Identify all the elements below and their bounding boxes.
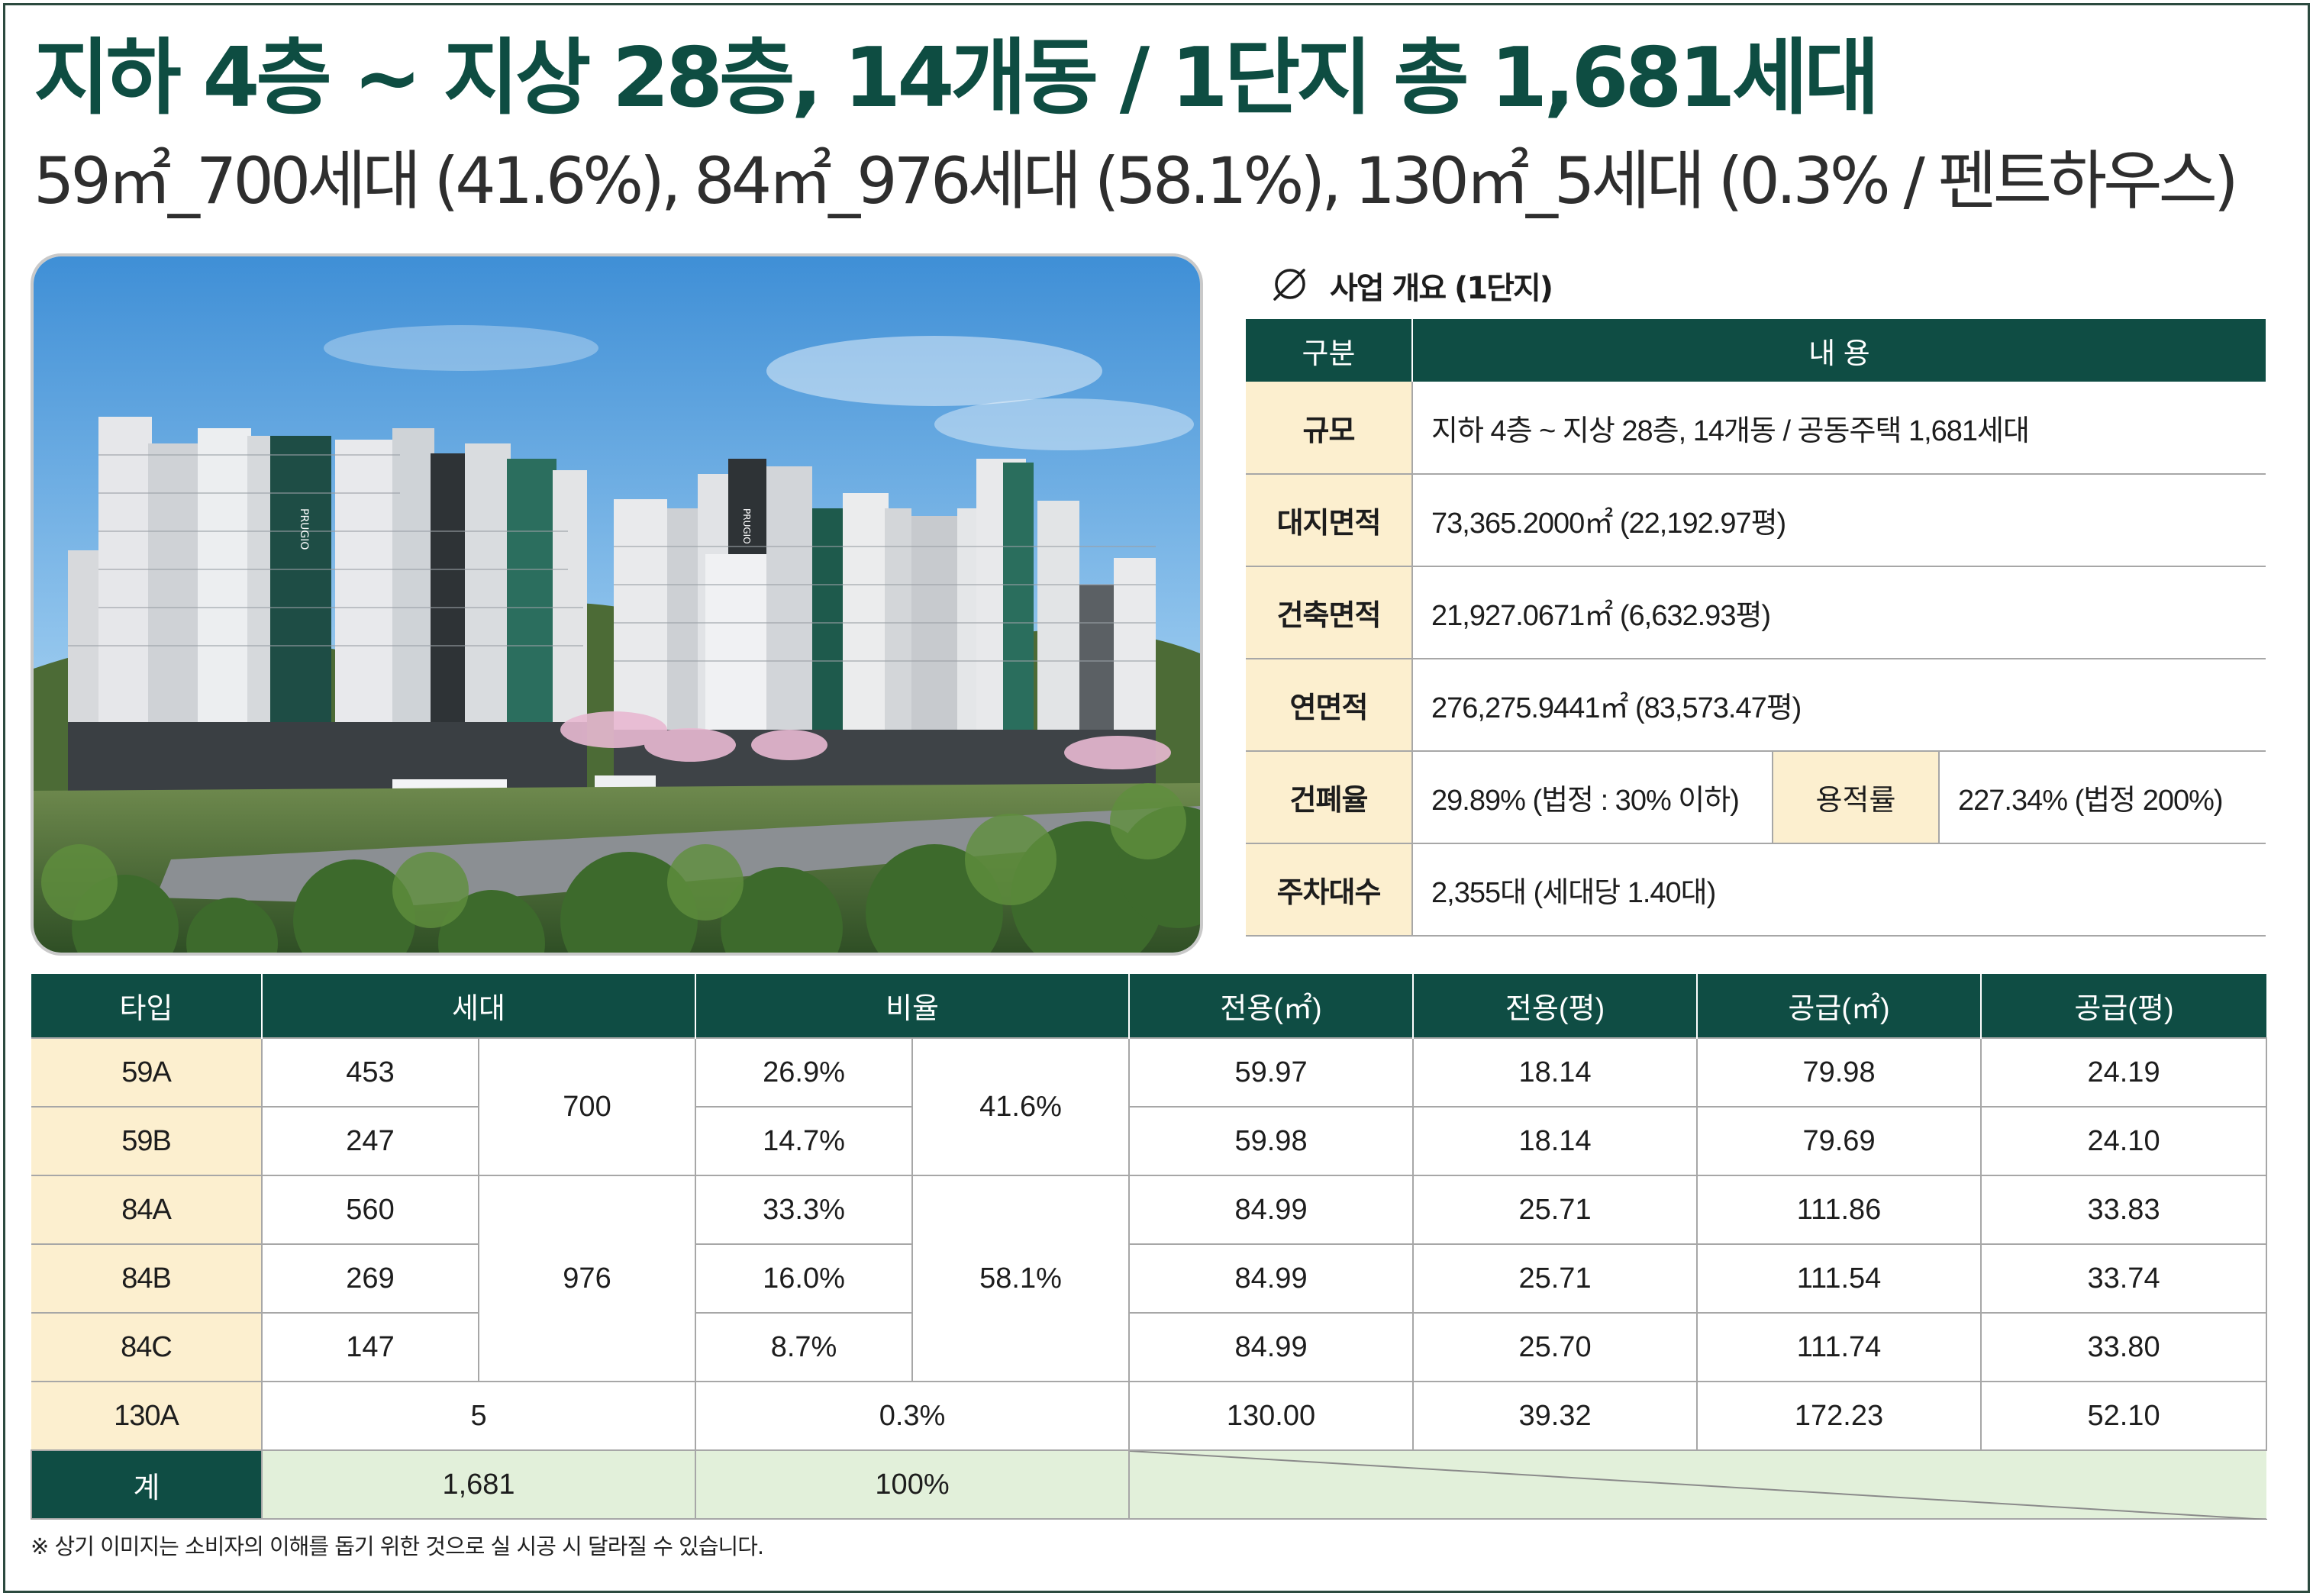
table-row: 59B 247 14.7% 59.98 18.14 79.69 24.10 — [31, 1106, 2268, 1176]
overview-row: 규모 지하 4층 ~ 지상 28층, 14개동 / 공동주택 1,681세대 — [1246, 382, 2266, 475]
page-subtitle: 59㎡_700세대 (41.6%), 84㎡_976세대 (58.1%), 13… — [34, 143, 2239, 218]
total-empty-cell — [1128, 1449, 2268, 1520]
exclusive-pyeong-cell: 25.71 — [1412, 1175, 1698, 1245]
supply-pyeong-cell: 24.10 — [1980, 1106, 2268, 1176]
overview-label: 연면적 — [1246, 659, 1413, 752]
header-supply-pyeong: 공급(평) — [1980, 974, 2267, 1038]
header-supply-m2: 공급(㎡) — [1696, 974, 1982, 1038]
overview-value: 73,365.2000㎡ (22,192.97평) — [1412, 474, 2266, 567]
supply-m2-cell: 111.54 — [1696, 1243, 1982, 1314]
leaf-icon — [1270, 264, 1310, 307]
type-cell: 59A — [31, 1037, 263, 1108]
tower-sign-right: PRUGIO — [741, 508, 752, 544]
overview-row: 건축면적 21,927.0671㎡ (6,632.93평) — [1246, 566, 2266, 659]
ratio-cell: 8.7% — [695, 1312, 914, 1382]
overview-row: 대지면적 73,365.2000㎡ (22,192.97평) — [1246, 474, 2266, 567]
units-cell: 5 — [260, 1381, 697, 1451]
exclusive-m2-cell: 84.99 — [1128, 1243, 1415, 1314]
total-units: 1,681 — [260, 1449, 697, 1520]
ratio-cell: 26.9% — [695, 1037, 914, 1108]
overview-label-secondary: 용적률 — [1772, 751, 1940, 844]
exclusive-pyeong-cell: 39.32 — [1412, 1381, 1698, 1451]
overview-row: 건폐율 29.89% (법정 : 30% 이하) 용적률 227.34% (법정… — [1246, 751, 2266, 844]
overview-value: 21,927.0671㎡ (6,632.93평) — [1412, 566, 2266, 659]
page-frame — [3, 3, 2310, 1593]
group-ratio-cell: 58.1% — [911, 1175, 1131, 1382]
table-row: 84B 269 16.0% 84.99 25.71 111.54 33.74 — [31, 1243, 2268, 1314]
overview-header-category: 구분 — [1246, 319, 1412, 382]
type-cell: 84A — [31, 1175, 263, 1245]
supply-pyeong-cell: 52.10 — [1980, 1381, 2268, 1451]
exclusive-m2-cell: 130.00 — [1128, 1381, 1415, 1451]
overview-value: 2,355대 (세대당 1.40대) — [1412, 843, 2266, 937]
overview-heading: 사업 개요 (1단지) — [1270, 256, 1553, 314]
header-exclusive-pyeong: 전용(평) — [1412, 974, 1698, 1038]
disclaimer-note: ※ 상기 이미지는 소비자의 이해를 돕기 위한 것으로 실 시공 시 달라질 … — [31, 1533, 764, 1559]
total-ratio: 100% — [695, 1449, 1131, 1520]
ratio-cell: 14.7% — [695, 1106, 914, 1176]
supply-m2-cell: 79.69 — [1696, 1106, 1982, 1176]
header-exclusive-m2: 전용(㎡) — [1128, 974, 1414, 1038]
overview-label: 건폐율 — [1246, 751, 1413, 844]
overview-label: 건축면적 — [1246, 566, 1413, 659]
units-cell: 269 — [261, 1243, 479, 1314]
units-cell: 560 — [261, 1175, 479, 1245]
overview-title: 사업 개요 (1단지) — [1330, 271, 1553, 306]
overview-row: 연면적 276,275.9441㎡ (83,573.47평) — [1246, 659, 2266, 752]
type-cell: 59B — [31, 1106, 263, 1176]
units-cell: 247 — [261, 1106, 479, 1176]
overview-label: 대지면적 — [1246, 474, 1413, 567]
table-row: 130A 5 0.3% 130.00 39.32 172.23 52.10 — [31, 1381, 2268, 1451]
supply-pyeong-cell: 33.83 — [1980, 1175, 2268, 1245]
header-units: 세대 — [260, 974, 696, 1038]
total-row: 계 1,681 100% — [31, 1449, 2268, 1520]
exclusive-m2-cell: 84.99 — [1128, 1312, 1415, 1382]
units-cell: 453 — [261, 1037, 479, 1108]
overview-value: 276,275.9441㎡ (83,573.47평) — [1412, 659, 2266, 752]
exclusive-m2-cell: 84.99 — [1128, 1175, 1415, 1245]
overview-label: 주차대수 — [1246, 843, 1413, 937]
page-title: 지하 4층 ~ 지상 28층, 14개동 / 1단지 총 1,681세대 — [34, 31, 1880, 126]
exclusive-m2-cell: 59.97 — [1128, 1037, 1415, 1108]
overview-row: 주차대수 2,355대 (세대당 1.40대) — [1246, 843, 2266, 937]
group-units-cell: 700 — [477, 1037, 697, 1176]
diagonal-line — [1130, 1451, 2268, 1520]
unit-type-table: 타입 세대 비율 전용(㎡) 전용(평) 공급(㎡) 공급(평) 59A 453… — [31, 974, 2268, 1520]
supply-m2-cell: 172.23 — [1696, 1381, 1982, 1451]
exclusive-m2-cell: 59.98 — [1128, 1106, 1415, 1176]
table-row: 59A 453 700 26.9% 41.6% 59.97 18.14 79.9… — [31, 1037, 2268, 1176]
supply-m2-cell: 111.74 — [1696, 1312, 1982, 1382]
exclusive-pyeong-cell: 18.14 — [1412, 1106, 1698, 1176]
tower-sign-left: PRUGIO — [298, 508, 310, 550]
exclusive-pyeong-cell: 25.71 — [1412, 1243, 1698, 1314]
header-ratio: 비율 — [695, 974, 1130, 1038]
supply-m2-cell: 111.86 — [1696, 1175, 1982, 1245]
overview-header-content: 내 용 — [1411, 319, 2266, 382]
group-units-cell: 976 — [477, 1175, 697, 1382]
project-overview-table: 구분 내 용 규모 지하 4층 ~ 지상 28층, 14개동 / 공동주택 1,… — [1246, 319, 2266, 937]
exclusive-pyeong-cell: 25.70 — [1412, 1312, 1698, 1382]
type-cell: 84B — [31, 1243, 263, 1314]
exclusive-pyeong-cell: 18.14 — [1412, 1037, 1698, 1108]
overview-value-secondary: 227.34% (법정 200%) — [1939, 751, 2266, 844]
supply-m2-cell: 79.98 — [1696, 1037, 1982, 1108]
overview-value: 지하 4층 ~ 지상 28층, 14개동 / 공동주택 1,681세대 — [1412, 382, 2266, 475]
header-type: 타입 — [31, 974, 262, 1038]
table-row: 84A 560 976 33.3% 58.1% 84.99 25.71 111.… — [31, 1175, 2268, 1382]
type-cell: 84C — [31, 1312, 263, 1382]
ratio-cell: 16.0% — [695, 1243, 914, 1314]
table-row: 84C 147 8.7% 84.99 25.70 111.74 33.80 — [31, 1312, 2268, 1382]
ratio-cell: 33.3% — [695, 1175, 914, 1245]
ratio-cell: 0.3% — [695, 1381, 1131, 1451]
complex-rendering-image: PRUGIO PRUGIO — [31, 253, 1203, 956]
supply-pyeong-cell: 24.19 — [1980, 1037, 2268, 1108]
supply-pyeong-cell: 33.80 — [1980, 1312, 2268, 1382]
overview-value: 29.89% (법정 : 30% 이하) — [1412, 751, 1773, 844]
supply-pyeong-cell: 33.74 — [1980, 1243, 2268, 1314]
units-cell: 147 — [261, 1312, 479, 1382]
total-label: 계 — [31, 1449, 263, 1520]
overview-label: 규모 — [1246, 382, 1413, 475]
group-ratio-cell: 41.6% — [911, 1037, 1131, 1176]
type-cell: 130A — [31, 1381, 263, 1451]
